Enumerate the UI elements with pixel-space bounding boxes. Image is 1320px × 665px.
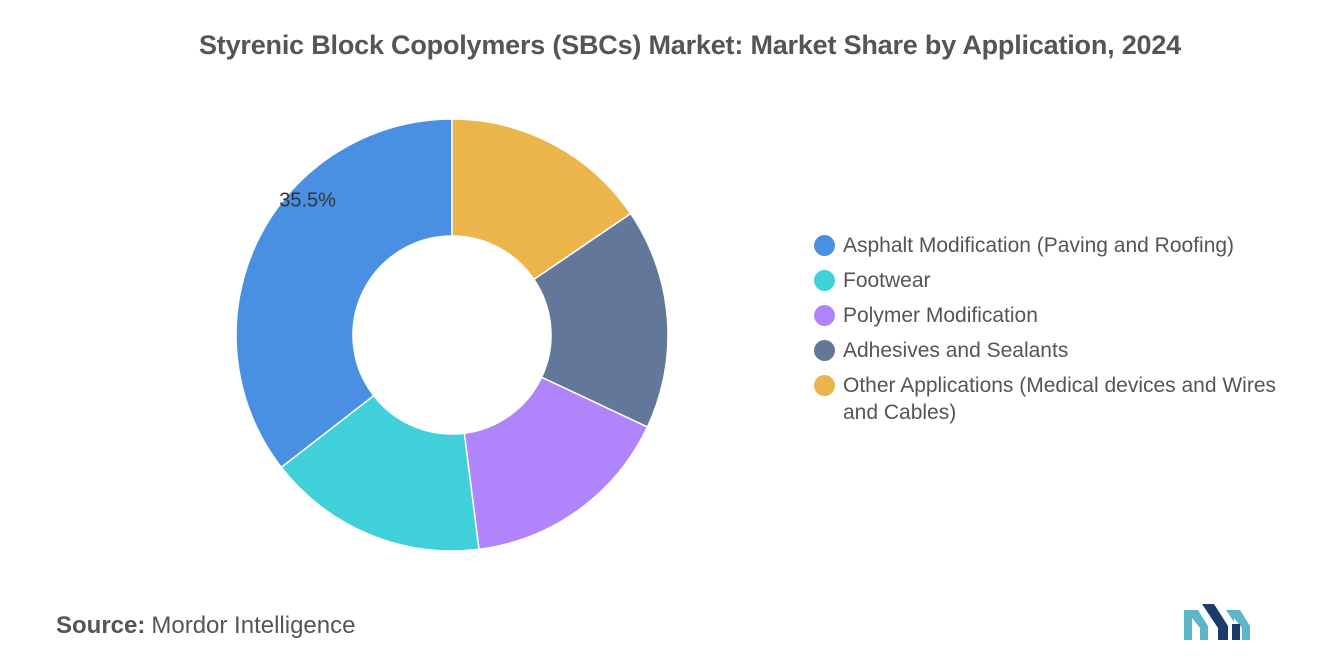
legend-swatch bbox=[814, 340, 835, 361]
legend-swatch bbox=[814, 270, 835, 291]
donut-data-label-1: 35.5% bbox=[279, 189, 336, 211]
legend-label: Footwear bbox=[843, 269, 931, 292]
mordor-intelligence-logo bbox=[1184, 604, 1250, 640]
legend-swatch bbox=[814, 305, 835, 326]
legend-item: Adhesives and Sealants bbox=[814, 337, 1284, 364]
legend-label: Other Applications (Medical devices and … bbox=[843, 374, 1277, 424]
source-note: Source: Mordor Intelligence bbox=[56, 612, 355, 640]
legend-item: Polymer Modification bbox=[814, 302, 1284, 329]
source-label: Source: bbox=[56, 612, 146, 639]
donut-slice-1 bbox=[235, 118, 453, 469]
donut-slice-2 bbox=[280, 394, 480, 552]
legend-swatch bbox=[814, 235, 835, 256]
source-value: Mordor Intelligence bbox=[151, 612, 356, 639]
legend-label: Polymer Modification bbox=[843, 304, 1038, 327]
legend-label: Adhesives and Sealants bbox=[843, 339, 1069, 362]
donut-slice-3 bbox=[463, 376, 649, 551]
legend-item: Footwear bbox=[814, 267, 1284, 294]
donut-slice-4 bbox=[532, 212, 669, 428]
legend-item: Other Applications (Medical devices and … bbox=[814, 372, 1284, 426]
chart-title: Styrenic Block Copolymers (SBCs) Market:… bbox=[198, 30, 1181, 60]
legend-item: Asphalt Modification (Paving and Roofing… bbox=[814, 232, 1284, 259]
chart-legend: Asphalt Modification (Paving and Roofing… bbox=[814, 232, 1284, 434]
legend-label: Asphalt Modification (Paving and Roofing… bbox=[843, 234, 1235, 257]
legend-swatch bbox=[814, 375, 835, 396]
donut-slice-5 bbox=[451, 118, 632, 281]
